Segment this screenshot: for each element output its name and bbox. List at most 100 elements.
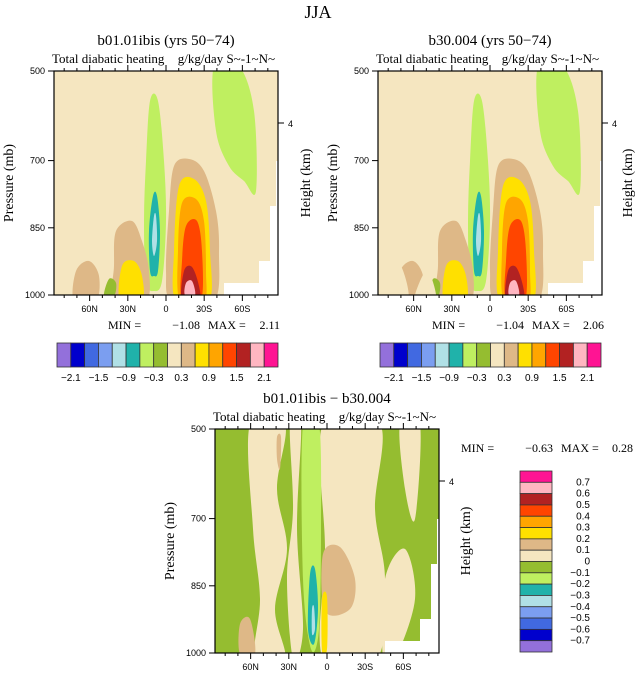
colorbar-box (519, 617, 553, 630)
colorbar-box (379, 342, 395, 368)
colorbar-box (98, 342, 113, 368)
contour-fill (287, 429, 304, 653)
colorbar-label: −0.9 (439, 373, 459, 384)
colorbar-label: 0.1 (576, 545, 590, 556)
colorbar-box (519, 493, 553, 506)
contour-fill (133, 71, 140, 148)
x-tick-label: 30N (281, 662, 298, 672)
colorbar-label: −0.4 (570, 602, 590, 613)
min-label: MIN = (108, 318, 141, 332)
colorbar-label: 1.5 (553, 373, 567, 384)
y-tick-label: 1000 (25, 290, 45, 300)
max-value: 0.28 (612, 441, 633, 455)
y-tick-label: 1000 (186, 648, 206, 658)
colorbar-box (519, 527, 553, 540)
y-tick-label: 500 (30, 66, 45, 76)
colorbar-box (519, 583, 553, 596)
contour-fill (381, 548, 416, 653)
colorbar-box (572, 342, 588, 368)
panel-subtitle-right: g/kg/day S~-1~N~ (502, 51, 599, 66)
x-tick-label: 0 (163, 304, 168, 314)
colorbar-box (249, 342, 265, 368)
y-axis-label: Pressure (mb) (163, 502, 178, 580)
x-tick-label: 60S (234, 304, 250, 314)
colorbar-box (517, 342, 533, 368)
x-tick-label: 60S (395, 662, 411, 672)
contour-fill (152, 212, 158, 256)
contour-fill (72, 260, 100, 295)
y-right-tick-label: 4 (288, 119, 293, 129)
colorbar-label: −0.2 (570, 579, 590, 590)
colorbar-label: 0.3 (174, 373, 188, 384)
colorbar: 0.70.60.50.40.30.20.10−0.1−0.2−0.3−0.4−0… (519, 470, 590, 653)
colorbar-box (519, 628, 553, 642)
y-tick-label: 700 (30, 156, 45, 166)
contour-fill (184, 280, 196, 295)
colorbar-box (531, 342, 547, 368)
panel-3: 60N 30N 0 30S 60S 500 700 850 1000 4 Pressure (mb)… (163, 391, 474, 672)
x-tick-label: 0 (324, 662, 329, 672)
x-tick-label: 60S (558, 304, 574, 314)
y-tick-label: 500 (191, 424, 206, 434)
panel-subtitle-left: Total diabatic heating (376, 51, 489, 66)
panel-1: 60N 30N 0 30S 60S 500 700 850 1000 4 Pressure (mb)… (2, 33, 314, 314)
x-tick-label: 30S (357, 662, 373, 672)
y-tick-label: 700 (191, 514, 206, 524)
colorbar-box (167, 342, 182, 368)
colorbar-label: −0.3 (467, 373, 487, 384)
panel-subtitle-left: Total diabatic heating (52, 51, 165, 66)
colorbar-box (519, 470, 553, 483)
x-tick-label: 30S (520, 304, 536, 314)
contour-fill (476, 212, 482, 256)
y-right-tick-label: 4 (449, 477, 454, 487)
contour-fill (238, 616, 256, 653)
contour-fill (508, 280, 520, 295)
min-label: MIN = (432, 318, 465, 332)
colorbar: −2.1 −1.5 −0.9 −0.3 0.3 0.9 1.5 2.1 (379, 342, 602, 384)
panel-subtitle-right: g/kg/day S~-1~N~ (178, 51, 275, 66)
contour-fill (212, 71, 257, 195)
colorbar-box (519, 640, 553, 653)
colorbar-box (519, 549, 553, 562)
colorbar-box (434, 342, 450, 368)
colorbar-label: 2.1 (580, 373, 594, 384)
colorbar-label: −0.6 (570, 624, 590, 635)
colorbar-box (476, 342, 491, 368)
min-value: −1.04 (496, 318, 524, 332)
colorbar-label: −1.5 (89, 373, 109, 384)
x-tick-label: 60N (81, 304, 98, 314)
colorbar-label: 0.9 (202, 373, 216, 384)
colorbar-label: 0.7 (576, 477, 590, 488)
y-tick-label: 700 (354, 156, 369, 166)
max-label: MAX = (208, 318, 246, 332)
colorbar-label: −2.1 (384, 373, 404, 384)
colorbar-box (545, 342, 560, 368)
y-axis-label-right: Height (km) (621, 148, 636, 217)
max-value: 2.06 (583, 318, 604, 332)
contour-fill (118, 260, 144, 295)
colorbar-label: 0.3 (576, 523, 590, 534)
colorbar-label: 1.5 (230, 373, 244, 384)
contour-field (378, 71, 602, 295)
colorbar-label: −0.3 (144, 373, 164, 384)
x-tick-label: 60N (242, 662, 259, 672)
y-axis-label-right: Height (km) (299, 148, 314, 217)
colorbar-label: 0.4 (576, 511, 590, 522)
contour-fill (247, 429, 288, 653)
x-tick-label: 30N (444, 304, 461, 314)
y-axis-label: Pressure (mb) (326, 144, 341, 222)
colorbar-label: −0.7 (570, 636, 590, 647)
contour-field (215, 429, 439, 653)
colorbar-box (421, 342, 436, 368)
min-value: −0.63 (525, 441, 553, 455)
colorbar-box (407, 342, 422, 368)
colorbar-box (519, 481, 553, 495)
colorbar-label: −2.1 (61, 373, 81, 384)
contour-fill (321, 544, 356, 616)
missing-data-region (224, 161, 278, 295)
x-tick-label: 0 (487, 304, 492, 314)
contour-field (54, 71, 278, 295)
contour-fill (319, 429, 386, 653)
missing-data-region (385, 519, 439, 653)
